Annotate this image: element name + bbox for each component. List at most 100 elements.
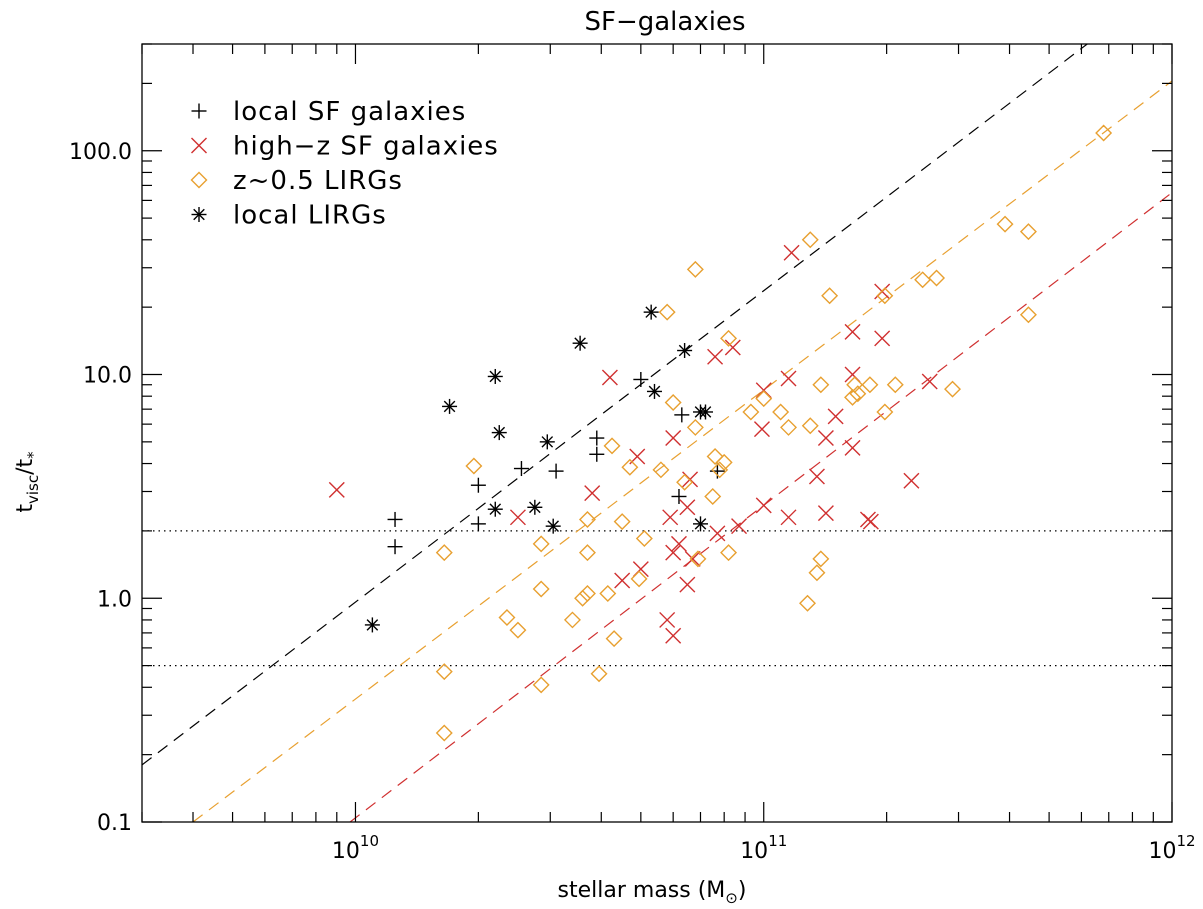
data-point [862, 513, 879, 530]
data-point [442, 398, 458, 414]
legend-label: high−z SF galaxies [233, 132, 499, 162]
data-point [707, 348, 724, 365]
data-point [921, 373, 938, 390]
data-point [709, 525, 726, 542]
data-point [709, 463, 725, 479]
data-point [711, 461, 729, 479]
data-point [659, 611, 676, 628]
data-point [548, 463, 564, 479]
data-point [928, 269, 946, 287]
data-point [635, 529, 653, 547]
fit-lines [142, 44, 1172, 822]
data-point [498, 609, 516, 627]
data-point [684, 550, 701, 567]
y-axis-label-sub1: visc [24, 475, 42, 504]
fit-line [142, 44, 1088, 766]
y-tick-label: 100.0 [69, 140, 132, 165]
data-point [849, 385, 867, 403]
y-axis-label-t1: t [13, 504, 38, 513]
data-point [697, 404, 713, 420]
data-point [584, 485, 601, 502]
fit-line [192, 80, 1172, 822]
data-point [630, 570, 648, 588]
data-point [662, 509, 679, 526]
data-point [780, 370, 797, 387]
data-point [674, 407, 690, 423]
data-point [876, 287, 894, 305]
data-point [844, 323, 861, 340]
data-point [753, 421, 770, 438]
data-point [387, 511, 403, 527]
legend-marker [190, 171, 208, 189]
data-point [643, 304, 659, 320]
data-point [861, 376, 879, 394]
data-point [676, 473, 694, 491]
data-point [491, 425, 507, 441]
data-point [470, 477, 486, 493]
data-point [589, 446, 605, 462]
data-point [755, 390, 773, 408]
data-point [704, 487, 722, 505]
data-point [808, 468, 825, 485]
x-tick-label: 1010 [332, 832, 379, 864]
data-point [465, 457, 483, 475]
data-point [603, 437, 621, 455]
data-point [817, 430, 834, 447]
data-point [665, 627, 682, 644]
data-point [715, 453, 733, 471]
data-point [944, 380, 962, 398]
legend-label: local LIRGs [233, 201, 387, 231]
data-point [720, 544, 738, 562]
data-point [509, 621, 527, 639]
series-3 [364, 304, 713, 633]
data-point [772, 403, 790, 421]
data-point [435, 544, 453, 562]
data-point [808, 564, 826, 582]
data-points [328, 124, 1113, 742]
legend-marker [191, 207, 207, 222]
data-point [827, 408, 844, 425]
data-point [812, 550, 830, 568]
data-point [665, 430, 682, 447]
data-point [801, 417, 819, 435]
data-point [646, 383, 662, 399]
y-tick-label: 10.0 [83, 364, 132, 389]
data-point [783, 244, 800, 261]
data-point [706, 448, 724, 466]
data-point [532, 535, 550, 553]
data-point [387, 539, 403, 555]
x-axis-label-pre: stellar mass (M [558, 878, 726, 903]
data-point [846, 376, 864, 394]
data-point [844, 388, 862, 406]
data-point [487, 368, 503, 384]
data-point [435, 663, 453, 681]
data-point [670, 535, 687, 552]
data-point [812, 376, 830, 394]
data-point [996, 215, 1014, 233]
y-axis-label: tvisc/t* [13, 451, 42, 513]
data-point [844, 439, 861, 456]
legend-label: z~0.5 LIRGs [233, 166, 403, 196]
data-point [328, 481, 345, 498]
legend-label: local SF galaxies [233, 97, 466, 127]
data-point [755, 497, 772, 514]
data-point [665, 544, 682, 561]
y-tick-label: 1.0 [97, 587, 132, 612]
chart-title: SF−galaxies [585, 7, 746, 37]
legend: local SF galaxies high−z SF galaxies z~0.5… [190, 97, 499, 231]
data-point [601, 369, 618, 386]
data-point [590, 665, 608, 683]
data-point [578, 510, 596, 528]
data-point [686, 418, 704, 436]
data-point [679, 499, 696, 516]
data-point [539, 434, 555, 450]
legend-marker [191, 137, 207, 154]
data-point [817, 505, 834, 522]
data-point [679, 576, 696, 593]
data-point [578, 544, 596, 562]
data-point [545, 518, 561, 534]
data-point [589, 430, 605, 446]
data-point [731, 518, 748, 535]
